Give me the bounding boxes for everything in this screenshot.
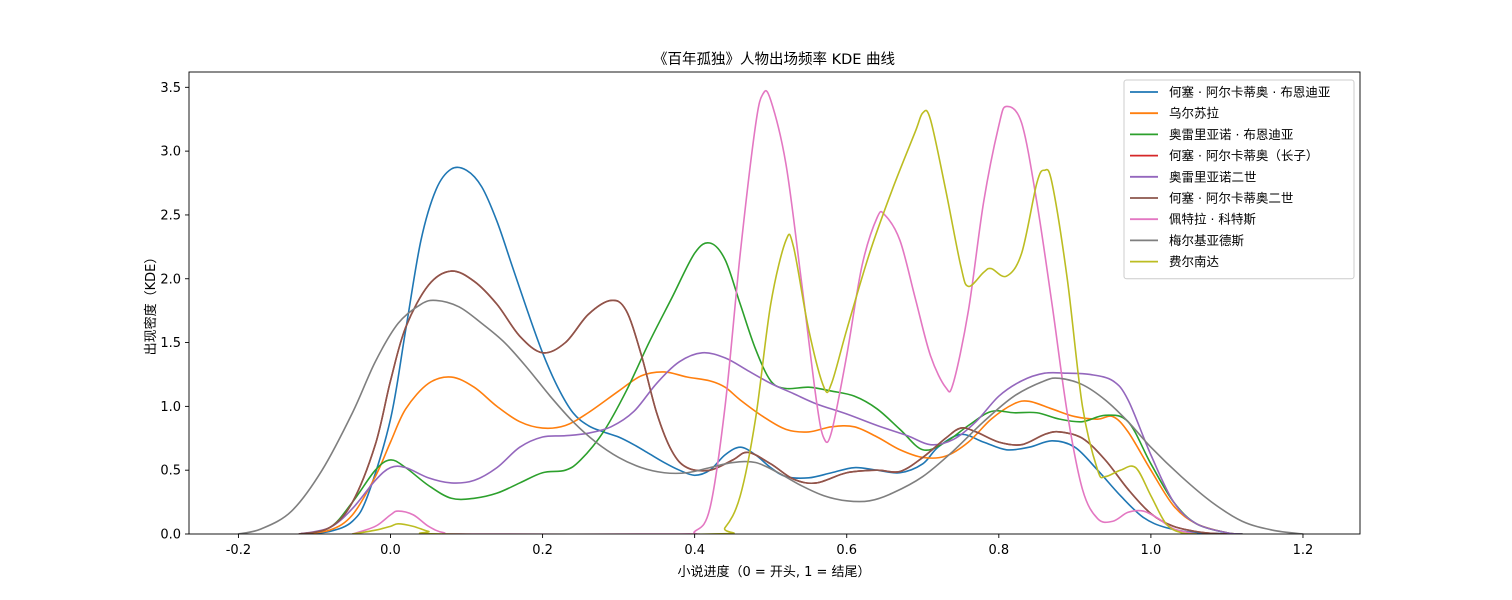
series-line-9: [351, 109, 1198, 534]
y-tick-label: 1.0: [160, 400, 181, 415]
x-tick-label: 0.0: [380, 543, 401, 558]
series-line-3: [298, 241, 1243, 534]
x-tick-label: -0.2: [226, 543, 251, 558]
x-tick-label: 1.0: [1141, 543, 1162, 558]
legend-label-5: 奥雷里亚诺二世: [1169, 169, 1257, 184]
y-tick-label: 3.0: [160, 145, 181, 160]
series-layer: [237, 89, 1304, 534]
legend-label-6: 何塞 · 阿尔卡蒂奥二世: [1169, 191, 1293, 206]
series-line-1: [298, 166, 1243, 534]
series-line-8: [237, 299, 1304, 534]
chart-title: 《百年孤独》人物出场频率 KDE 曲线: [653, 51, 895, 68]
legend-label-4: 何塞 · 阿尔卡蒂奥（长子）: [1169, 148, 1318, 163]
plot-frame: [188, 71, 1361, 535]
x-tick-label: 0.2: [532, 543, 553, 558]
y-tick-label: 0.0: [160, 528, 181, 543]
legend-label-2: 乌尔苏拉: [1169, 106, 1220, 121]
y-tick-label: 3.5: [160, 81, 181, 96]
y-tick-label: 2.5: [160, 208, 181, 223]
legend-box: [1123, 79, 1355, 280]
y-tick-label: 1.5: [160, 336, 181, 351]
axes-layer: -0.2 0.0 0.2 0.4 0.6 0.8 1.0 1.2 0.0 0.5 1.0 1.5 2.0…: [160, 71, 1361, 558]
x-tick-label: 0.8: [988, 543, 1009, 558]
x-tick-label: 1.2: [1293, 543, 1314, 558]
series-line-2: [298, 371, 1243, 534]
series-line-6: [298, 270, 1228, 534]
legend-label-3: 奥雷里亚诺 · 布恩迪亚: [1169, 127, 1293, 142]
legend-label-9: 费尔南达: [1169, 254, 1220, 269]
x-tick-label: 0.6: [836, 543, 857, 558]
y-tick-label: 0.5: [160, 464, 181, 479]
y-tick-label: 2.0: [160, 272, 181, 287]
legend-label-7: 佩特拉 · 科特斯: [1169, 212, 1256, 227]
series-line-5: [298, 351, 1243, 534]
legend-label-8: 梅尔基亚德斯: [1169, 233, 1244, 248]
x-axis-label: 小说进度（0 = 开头, 1 = 结尾）: [677, 564, 870, 580]
legend-label-1: 何塞 · 阿尔卡蒂奥 · 布恩迪亚: [1169, 85, 1330, 100]
y-axis-label: 出现密度（KDE）: [143, 251, 159, 356]
x-tick-label: 0.4: [684, 543, 705, 558]
